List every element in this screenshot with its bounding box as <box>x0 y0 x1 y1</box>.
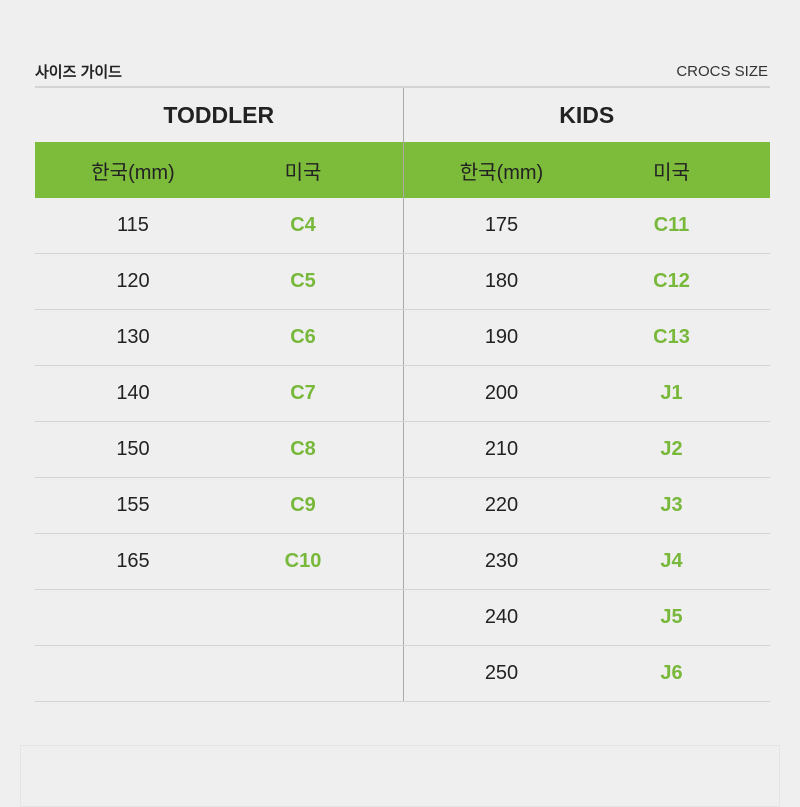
us-size: J3 <box>660 494 683 516</box>
korea-size: 140 <box>116 382 150 404</box>
column-header-row: 한국(mm) 미국 한국(mm) 미국 <box>35 142 770 198</box>
toddler-cells: 115 C4 <box>35 198 403 253</box>
brand-label: CROCS SIZE <box>676 62 768 80</box>
us-size: C4 <box>290 214 316 236</box>
us-size: J4 <box>660 550 683 572</box>
page-title: 사이즈 가이드 <box>35 63 122 81</box>
toddler-cells <box>35 590 403 645</box>
toddler-cells: 120 C5 <box>35 254 403 309</box>
korea-size: 155 <box>116 494 150 516</box>
korea-size: 175 <box>484 214 519 236</box>
table-row: 165 C10 230 J4 <box>35 534 770 590</box>
toddler-cells: 150 C8 <box>35 422 403 477</box>
toddler-cells: 140 C7 <box>35 366 403 421</box>
col-us: 미국 <box>653 161 690 184</box>
us-size: C5 <box>290 270 316 292</box>
kids-cells: 180 C12 <box>402 254 771 309</box>
kids-cells: 200 J1 <box>402 366 771 421</box>
table-row: 130 C6 190 C13 <box>35 310 770 366</box>
korea-size: 130 <box>116 326 150 348</box>
korea-size: 210 <box>484 438 519 460</box>
col-korea: 한국(mm) <box>91 161 175 184</box>
header: 사이즈 가이드 CROCS SIZE <box>35 58 768 84</box>
korea-size: 220 <box>484 494 519 516</box>
col-korea: 한국(mm) <box>459 161 544 184</box>
kids-cells: 240 J5 <box>402 590 771 645</box>
toddler-cells: 155 C9 <box>35 478 403 533</box>
table-row: 120 C5 180 C12 <box>35 254 770 310</box>
kids-header: 한국(mm) 미국 <box>402 142 771 198</box>
us-size: C6 <box>290 326 316 348</box>
korea-size: 240 <box>484 606 519 628</box>
col-us: 미국 <box>284 161 322 184</box>
us-size: J1 <box>660 382 683 404</box>
korea-size: 200 <box>484 382 519 404</box>
us-size: C7 <box>290 382 316 404</box>
kids-section: KIDS <box>402 88 771 142</box>
table-row: 140 C7 200 J1 <box>35 366 770 422</box>
table-row: 240 J5 <box>35 590 770 646</box>
korea-size: 115 <box>117 214 149 236</box>
korea-size: 150 <box>116 438 150 460</box>
us-size: C10 <box>284 550 322 572</box>
us-size: J6 <box>660 662 683 684</box>
us-size: C8 <box>290 438 316 460</box>
kids-cells: 250 J6 <box>402 646 771 701</box>
size-table: TODDLER KIDS 한국(mm) 미국 한국(mm) 미국 115 C4 17… <box>35 86 770 702</box>
table-row: 250 J6 <box>35 646 770 702</box>
korea-size: 165 <box>116 550 150 572</box>
us-size: C12 <box>653 270 690 292</box>
table-row: 155 C9 220 J3 <box>35 478 770 534</box>
table-row: 150 C8 210 J2 <box>35 422 770 478</box>
toddler-header: 한국(mm) 미국 <box>35 142 403 198</box>
us-size: C9 <box>290 494 316 516</box>
kids-cells: 220 J3 <box>402 478 771 533</box>
korea-size: 250 <box>484 662 519 684</box>
us-size: J2 <box>660 438 683 460</box>
kids-cells: 210 J2 <box>402 422 771 477</box>
korea-size: 230 <box>484 550 519 572</box>
toddler-cells <box>35 646 403 701</box>
toddler-cells: 165 C10 <box>35 534 403 589</box>
korea-size: 120 <box>116 270 150 292</box>
toddler-cells: 130 C6 <box>35 310 403 365</box>
section-title-row: TODDLER KIDS <box>35 88 770 142</box>
section-title-kids: KIDS <box>559 101 615 128</box>
kids-cells: 230 J4 <box>402 534 771 589</box>
us-size: C13 <box>653 326 690 348</box>
bottom-panel <box>20 745 780 807</box>
us-size: J5 <box>660 606 683 628</box>
kids-cells: 190 C13 <box>402 310 771 365</box>
kids-cells: 175 C11 <box>402 198 771 253</box>
korea-size: 190 <box>484 326 519 348</box>
us-size: C11 <box>653 214 690 236</box>
section-title-toddler: TODDLER <box>163 101 275 128</box>
toddler-section: TODDLER <box>35 88 403 142</box>
korea-size: 180 <box>484 270 519 292</box>
table-row: 115 C4 175 C11 <box>35 198 770 254</box>
